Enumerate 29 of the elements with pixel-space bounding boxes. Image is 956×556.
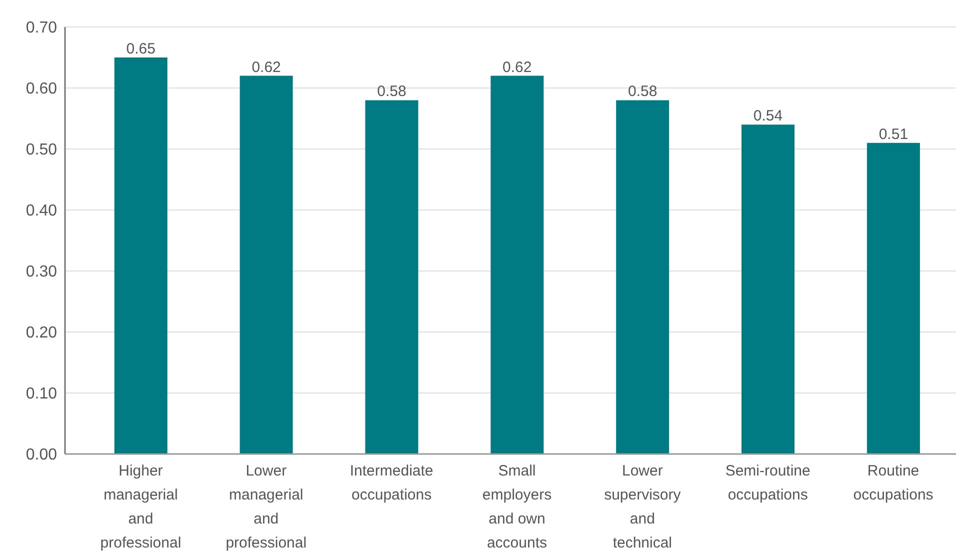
x-tick-label: Semi-routine occupations: [725, 462, 810, 504]
x-tick-label: Routine occupations: [853, 462, 934, 504]
y-tick-label: 0.30: [26, 264, 58, 281]
x-tick-label: Higher managerial and professional: [100, 462, 182, 552]
data-label: 0.62: [252, 58, 281, 76]
x-tick-label: Lower managerial and professional: [226, 462, 307, 552]
y-tick-label: 0.50: [26, 142, 58, 159]
bar: [114, 58, 168, 454]
y-tick-label: 0.00: [26, 446, 58, 464]
data-label: 0.51: [878, 126, 908, 143]
bar: [240, 76, 293, 454]
y-tick-label: 0.40: [26, 202, 58, 220]
bar: [365, 100, 418, 454]
y-tick-label: 0.60: [26, 80, 58, 98]
x-tick-label: Lower supervisory and technical: [604, 462, 682, 552]
y-tick-label: 0.70: [26, 20, 58, 37]
x-tick-label: Small employers and own accounts: [482, 462, 552, 552]
y-tick-label: 0.10: [26, 386, 58, 403]
data-label: 0.62: [502, 58, 532, 76]
y-tick-label: 0.20: [26, 324, 58, 342]
data-label: 0.54: [753, 108, 783, 125]
data-label: 0.65: [126, 40, 156, 58]
bar: [742, 124, 795, 454]
data-label: 0.58: [377, 83, 406, 100]
bar: [490, 76, 544, 454]
bar: [616, 100, 670, 454]
bar: [866, 142, 920, 454]
x-tick-label: Intermediate occupations: [350, 462, 434, 504]
data-label: 0.58: [628, 83, 658, 100]
